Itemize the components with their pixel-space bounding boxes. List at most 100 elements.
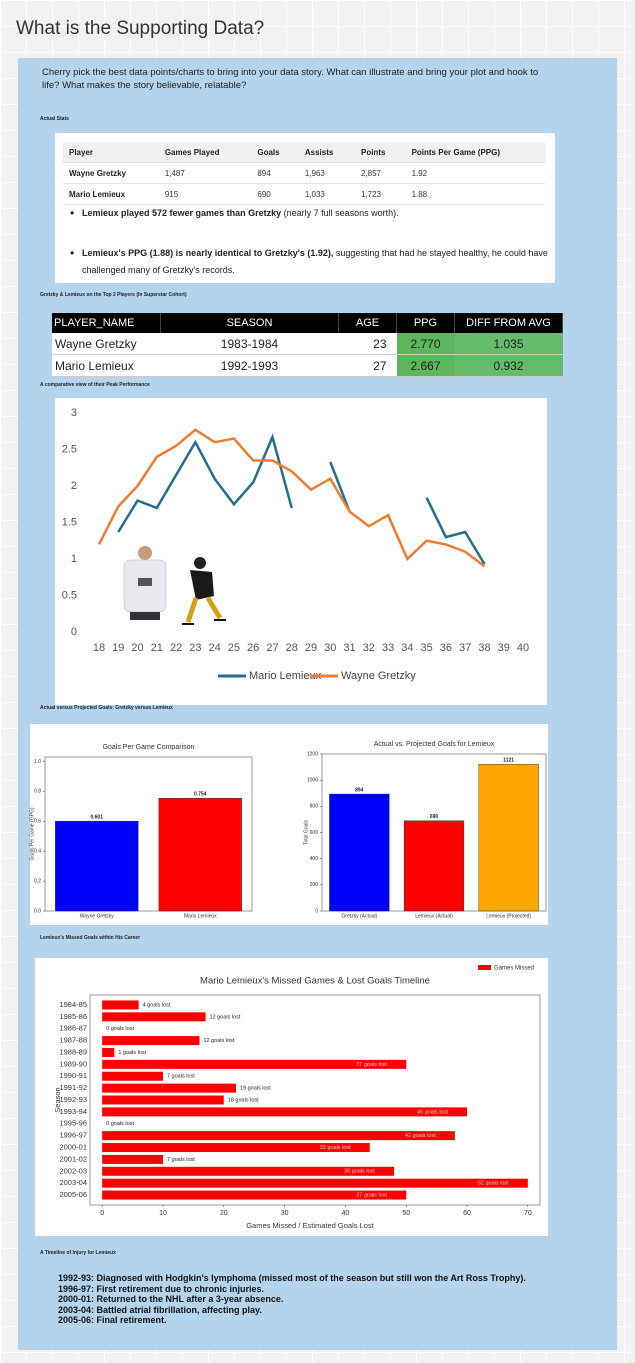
column-header: Points xyxy=(354,142,406,163)
table-cell: 1.88 xyxy=(405,183,545,205)
x-tick-label: 33 xyxy=(382,642,394,654)
bar-label: 52 goals lost xyxy=(478,1181,509,1187)
peak-table: PLAYER_NAME SEASON AGE PPG DIFF FROM AVG Wayn… xyxy=(52,313,563,377)
x-tick-label: 60 xyxy=(463,1210,471,1217)
bar-label: 37 goals lost xyxy=(356,1193,387,1199)
bar xyxy=(55,820,139,912)
y-tick-label: 0 xyxy=(315,908,318,914)
bar-label: 0 goals lost xyxy=(106,1121,134,1127)
table-cell: 1,723 xyxy=(354,183,406,205)
y-tick-label: 2000-01 xyxy=(59,1143,87,1152)
header-row: Player Games Played Goals Assists Points Poin… xyxy=(63,142,545,163)
legend-label: Games Missed xyxy=(494,966,534,972)
y-tick-label: 2003-04 xyxy=(59,1178,87,1187)
x-tick-label: 27 xyxy=(266,642,278,654)
y-tick-label: 0.0 xyxy=(34,908,41,914)
bar-label: 18 goals lost xyxy=(228,1097,259,1103)
table-cell: 2.770 xyxy=(396,333,455,355)
y-tick-label: 1989-90 xyxy=(59,1059,87,1068)
x-tick-label: 31 xyxy=(343,642,355,654)
column-header: Assists xyxy=(298,142,355,163)
table-cell: 1,033 xyxy=(298,183,355,205)
y-tick-label: 2 xyxy=(71,480,77,492)
bar xyxy=(102,1178,528,1188)
x-tick-label: 19 xyxy=(112,642,124,654)
plot-frame xyxy=(89,994,541,1206)
x-tick-label: 0 xyxy=(100,1210,104,1217)
note: 1992-93: Diagnosed with Hodgkin's lympho… xyxy=(58,1273,526,1283)
x-tick-label: 34 xyxy=(401,642,413,654)
x-tick-label: 40 xyxy=(342,1210,350,1217)
y-tick-label: 0.6 xyxy=(34,819,41,825)
section-label: Gretzky & Lemieux on the Top 2 Players (… xyxy=(40,292,187,298)
x-tick-label: 37 xyxy=(459,642,471,654)
y-axis-label: Total Goals xyxy=(303,819,309,845)
bullet-text: suggesting that had he stayed healthy, h… xyxy=(82,248,548,275)
x-tick-label: 40 xyxy=(517,642,529,654)
y-axis-label: Goals Per Game (GPG) xyxy=(29,807,35,860)
bar xyxy=(102,1154,163,1164)
table-row: Mario Lemieux 1992-1993 27 2.667 0.932 xyxy=(52,354,563,377)
column-header: PLAYER_NAME xyxy=(52,313,161,333)
y-axis-label: Season xyxy=(53,1087,62,1112)
series-line xyxy=(97,428,486,568)
section-label: Actual Stats xyxy=(40,116,69,122)
bar-value-label: 894 xyxy=(355,787,364,793)
y-tick-label: 3 xyxy=(71,407,77,419)
y-tick-label: 0.4 xyxy=(34,849,41,855)
x-tick-label: 25 xyxy=(228,642,240,654)
section-label: A comparative view of their Peak Perform… xyxy=(40,382,150,388)
table-row: Mario Lemieux 915 690 1,033 1,723 1.88 xyxy=(63,183,545,205)
x-tick-label: Lemieux (Projected) xyxy=(486,913,531,919)
y-tick-label: 1.5 xyxy=(62,516,77,528)
bar-label: 45 goals lost xyxy=(417,1109,448,1115)
notes: 1992-93: Diagnosed with Hodgkin's lympho… xyxy=(58,1273,558,1326)
header-row: PLAYER_NAME SEASON AGE PPG DIFF FROM AVG xyxy=(52,313,563,333)
column-header: AGE xyxy=(338,313,397,333)
table-cell: 23 xyxy=(338,333,397,355)
y-tick-label: 1995-96 xyxy=(59,1119,87,1128)
x-tick-label: 38 xyxy=(478,642,490,654)
column-header: Games Played xyxy=(158,142,252,163)
bar xyxy=(102,1143,370,1153)
x-tick-label: 30 xyxy=(281,1210,289,1217)
y-tick-label: 0.5 xyxy=(62,589,77,601)
column-header: Goals xyxy=(251,142,299,163)
bar xyxy=(329,793,390,912)
note: 2005-06: Final retirement. xyxy=(58,1315,167,1325)
column-header: DIFF FROM AVG xyxy=(454,313,563,333)
bar xyxy=(102,1071,163,1081)
bar-label: 7 goals lost xyxy=(167,1074,195,1080)
x-tick-label: 50 xyxy=(402,1210,410,1217)
bullet-bold: Lemieux played 572 fewer games than Gret… xyxy=(82,208,282,218)
bar-label: 1 goals lost xyxy=(118,1050,146,1056)
bar xyxy=(102,1190,407,1200)
x-tick-label: 23 xyxy=(189,642,201,654)
bar-label: 19 goals lost xyxy=(240,1086,271,1092)
x-tick-label: Mario Lemieux xyxy=(184,913,217,919)
x-tick-label: 20 xyxy=(131,642,143,654)
table-cell: 0.932 xyxy=(454,354,563,377)
x-tick-label: 39 xyxy=(498,642,510,654)
plot-frame xyxy=(44,756,253,912)
y-tick-label: 1996-97 xyxy=(59,1131,87,1140)
bar xyxy=(102,1036,200,1046)
x-tick-label: 28 xyxy=(286,642,298,654)
y-tick-label: 2.5 xyxy=(62,443,77,455)
x-tick-label: 35 xyxy=(421,642,433,654)
column-header: PPG xyxy=(396,313,455,333)
bar xyxy=(102,1083,236,1093)
player-photos xyxy=(123,546,226,625)
bar xyxy=(102,1059,407,1069)
bar-label: 12 goals lost xyxy=(203,1038,234,1044)
bar xyxy=(158,798,242,912)
y-tick-label: 1990-91 xyxy=(59,1071,87,1080)
column-header: Player xyxy=(63,142,159,163)
x-tick-label: 32 xyxy=(363,642,375,654)
y-tick-label: 1200 xyxy=(307,751,318,757)
legend-label: Wayne Gretzky xyxy=(341,670,416,682)
column-header: Points Per Game (PPG) xyxy=(405,142,545,163)
x-tick-label: 22 xyxy=(170,642,182,654)
bar xyxy=(102,1107,468,1117)
